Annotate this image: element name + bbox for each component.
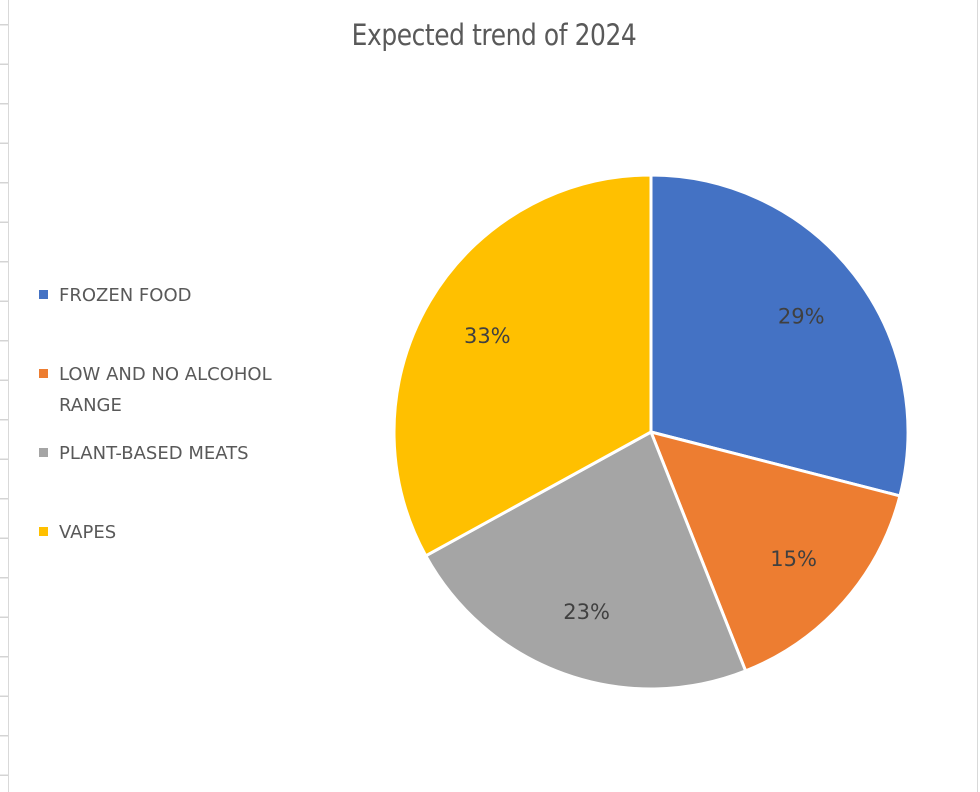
legend-swatch-frozen-food [39, 290, 48, 299]
data-label-vapes: 33% [464, 324, 511, 348]
legend-label: VAPES [59, 522, 117, 543]
data-label-low-and-no-alcohol-range: 15% [770, 547, 817, 571]
pie-slice-frozen-food[interactable] [649, 173, 910, 498]
chart-title[interactable]: Expected trend of 2024 [351, 18, 637, 52]
legend-label: PLANT-BASED MEATS [59, 443, 249, 464]
pie-slices[interactable] [392, 173, 910, 691]
legend-swatch-plant-based-meats [39, 448, 48, 457]
pie-slice-low-and-no-alcohol-range[interactable] [649, 430, 902, 673]
legend-label: FROZEN FOOD [59, 285, 192, 306]
data-label-frozen-food: 29% [778, 304, 825, 328]
legend-swatch-low-and-no-alcohol-range [39, 369, 48, 378]
spreadsheet-row-gridlines [0, 0, 8, 792]
legend-item-low-and-no-alcohol-range[interactable]: LOW AND NO ALCOHOL RANGE [39, 359, 309, 421]
pie-data-labels: 29% 15% 23% 33% [464, 304, 825, 623]
legend-item-vapes[interactable]: VAPES [39, 517, 319, 548]
pie-slice-plant-based-meats[interactable] [424, 430, 748, 691]
legend-swatch-vapes [39, 527, 48, 536]
legend-item-plant-based-meats[interactable]: PLANT-BASED MEATS [39, 438, 319, 469]
legend-item-frozen-food[interactable]: FROZEN FOOD [39, 280, 319, 311]
data-label-plant-based-meats: 23% [563, 600, 610, 624]
legend-label: LOW AND NO ALCOHOL RANGE [59, 364, 272, 416]
pie-slice-vapes[interactable] [392, 173, 653, 558]
